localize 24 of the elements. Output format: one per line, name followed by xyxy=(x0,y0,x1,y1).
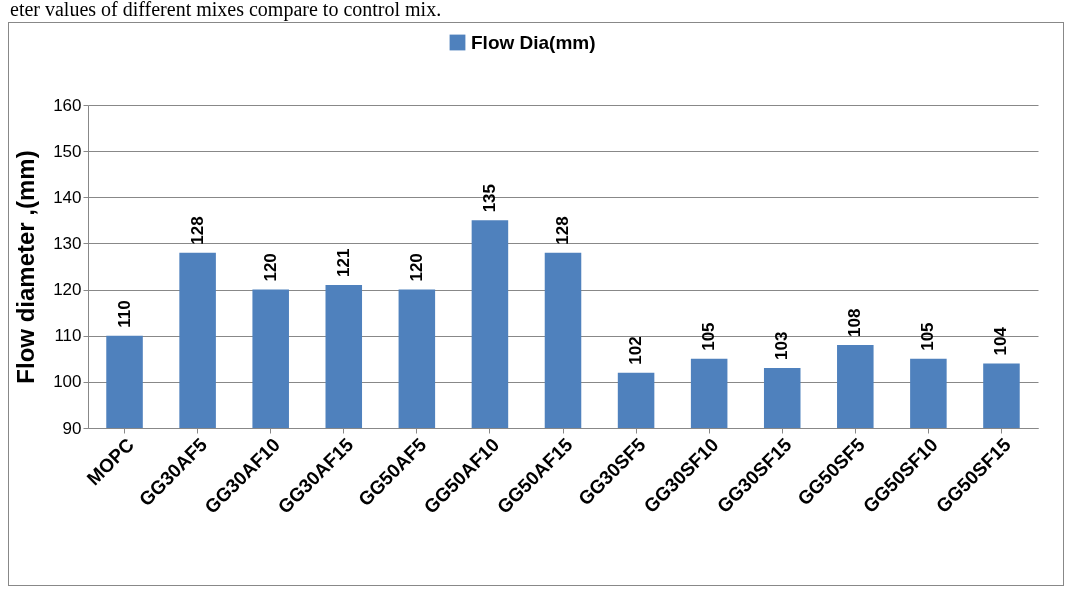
data-label: 103 xyxy=(772,331,792,361)
y-tick-label: 110 xyxy=(54,326,82,346)
y-axis-title: Flow diameter ,(mm) xyxy=(12,150,40,384)
data-label: 108 xyxy=(845,308,865,337)
y-tick-label: 100 xyxy=(53,372,82,392)
data-label: 104 xyxy=(991,326,1011,356)
data-label: 120 xyxy=(406,253,426,282)
y-tick-label: 120 xyxy=(53,280,82,300)
y-tick-label: 90 xyxy=(62,418,82,438)
data-label: 120 xyxy=(260,253,280,282)
data-label: 128 xyxy=(553,216,572,245)
data-label: 105 xyxy=(918,322,938,351)
y-tick-label: 160 xyxy=(53,95,82,115)
data-label: 110 xyxy=(114,300,134,328)
y-tick-label: 150 xyxy=(53,141,82,161)
legend-label: Flow Dia(mm) xyxy=(471,31,596,53)
data-label: 121 xyxy=(333,248,353,277)
text: eter values of different mixes compare to control mix. xyxy=(9,0,443,22)
data-label: 102 xyxy=(626,336,646,365)
data-label: 128 xyxy=(187,216,207,245)
y-tick-label: 130 xyxy=(53,233,82,253)
data-label: 105 xyxy=(699,322,719,351)
data-label: 135 xyxy=(479,183,499,213)
y-tick-label: 140 xyxy=(53,187,82,207)
